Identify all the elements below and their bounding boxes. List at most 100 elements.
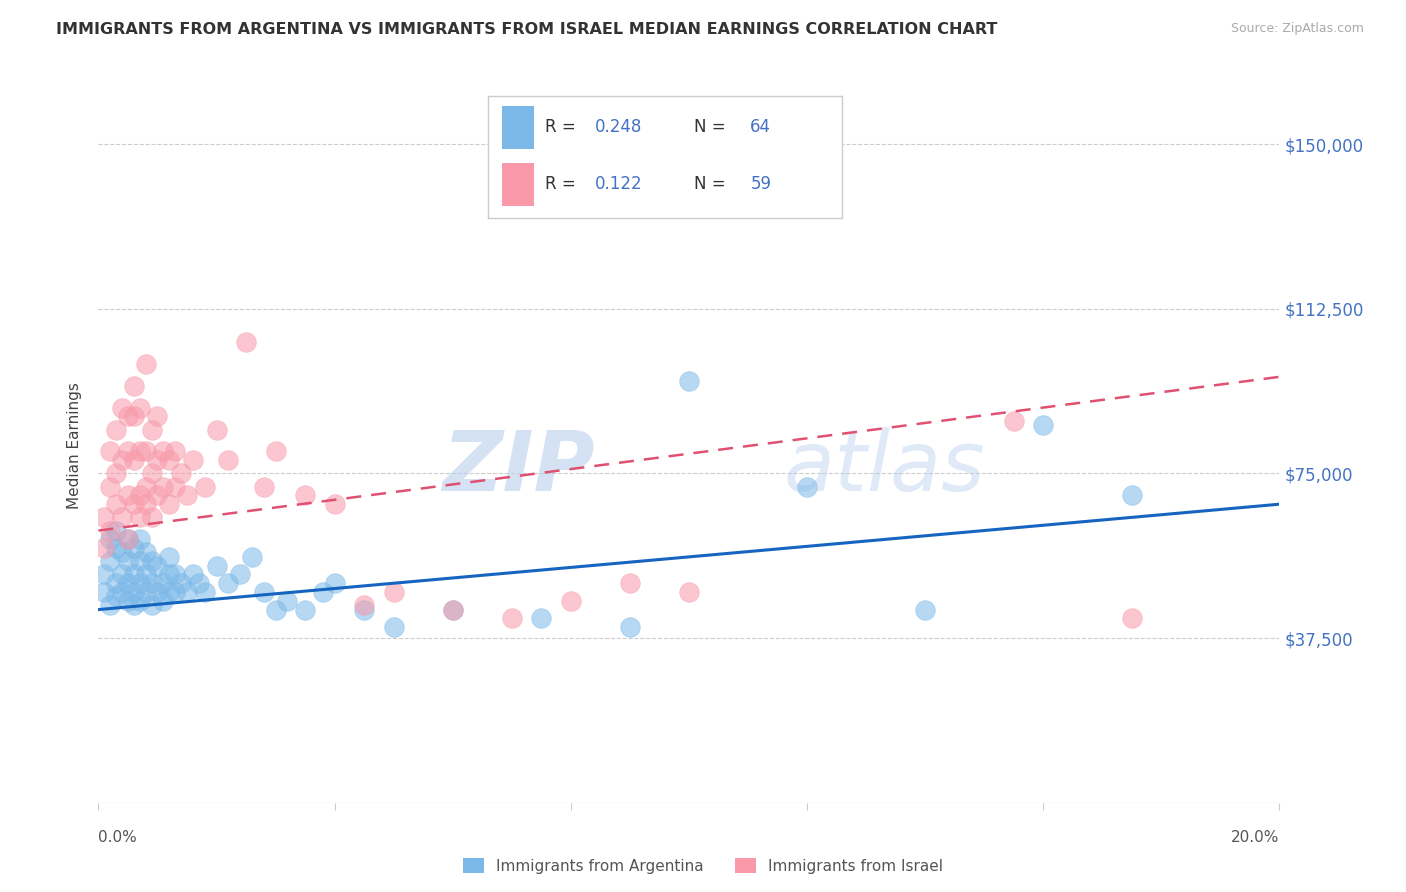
Point [205, 558, 228, 573]
Point [382, 620, 405, 634]
Point [530, 611, 553, 625]
Point [353, 598, 375, 612]
Text: 0.0%: 0.0% [98, 830, 138, 845]
Point [176, 488, 198, 502]
Point [122, 541, 145, 555]
Point [382, 585, 405, 599]
Point [135, 497, 157, 511]
Point [323, 576, 346, 591]
Point [187, 576, 209, 591]
Point [157, 585, 180, 599]
Point [111, 545, 134, 559]
Y-axis label: Median Earnings: Median Earnings [67, 383, 83, 509]
Point [152, 594, 174, 608]
Point [170, 576, 193, 591]
Point [117, 576, 139, 591]
Point [146, 585, 169, 599]
Point [128, 594, 150, 608]
Point [128, 554, 150, 568]
Point [111, 401, 134, 415]
Point [1121, 488, 1143, 502]
Point [93, 510, 115, 524]
Point [1121, 611, 1143, 625]
Point [264, 602, 287, 616]
Point [152, 444, 174, 458]
Point [122, 497, 145, 511]
Point [170, 467, 193, 481]
Text: ZIP: ZIP [441, 427, 595, 508]
Point [122, 567, 145, 582]
Text: IMMIGRANTS FROM ARGENTINA VS IMMIGRANTS FROM ISRAEL MEDIAN EARNINGS CORRELATION : IMMIGRANTS FROM ARGENTINA VS IMMIGRANTS … [56, 22, 998, 37]
Point [1032, 418, 1054, 433]
Point [135, 357, 157, 371]
Point [117, 533, 139, 547]
Point [157, 549, 180, 564]
Point [165, 444, 187, 458]
Point [117, 554, 139, 568]
Point [157, 497, 180, 511]
Point [217, 453, 239, 467]
Point [205, 423, 228, 437]
Point [122, 598, 145, 612]
Point [141, 576, 163, 591]
Point [501, 611, 523, 625]
Point [165, 480, 187, 494]
Point [240, 549, 263, 564]
Point [441, 602, 464, 616]
Point [678, 374, 700, 388]
Point [165, 567, 187, 582]
Point [98, 480, 121, 494]
Point [194, 480, 217, 494]
Point [678, 585, 700, 599]
Legend: Immigrants from Argentina, Immigrants from Israel: Immigrants from Argentina, Immigrants fr… [457, 852, 949, 880]
Point [111, 567, 134, 582]
Point [128, 444, 150, 458]
Point [135, 585, 157, 599]
Point [111, 585, 134, 599]
Point [93, 541, 115, 555]
Point [105, 541, 128, 555]
Point [117, 533, 139, 547]
Point [117, 488, 139, 502]
Point [105, 576, 128, 591]
Point [122, 409, 145, 424]
Point [105, 467, 128, 481]
Point [141, 598, 163, 612]
Point [105, 497, 128, 511]
Point [276, 594, 298, 608]
Point [235, 334, 257, 349]
Point [135, 444, 157, 458]
Point [157, 453, 180, 467]
Point [157, 567, 180, 582]
Point [217, 576, 239, 591]
Point [98, 598, 121, 612]
Point [105, 524, 128, 538]
Point [105, 423, 128, 437]
Point [253, 585, 276, 599]
Point [294, 488, 316, 502]
Point [98, 524, 121, 538]
Point [111, 453, 134, 467]
Point [128, 488, 150, 502]
Point [128, 510, 150, 524]
Point [93, 585, 115, 599]
Point [165, 585, 187, 599]
Point [146, 409, 169, 424]
Point [98, 554, 121, 568]
Point [135, 480, 157, 494]
Point [105, 590, 128, 604]
Point [98, 533, 121, 547]
Point [796, 480, 818, 494]
Point [146, 558, 169, 573]
Point [98, 444, 121, 458]
Point [560, 594, 582, 608]
Point [93, 567, 115, 582]
Point [353, 602, 375, 616]
Point [194, 585, 217, 599]
Point [122, 378, 145, 392]
Point [253, 480, 276, 494]
Point [152, 480, 174, 494]
Point [181, 453, 204, 467]
Point [141, 510, 163, 524]
Point [128, 576, 150, 591]
